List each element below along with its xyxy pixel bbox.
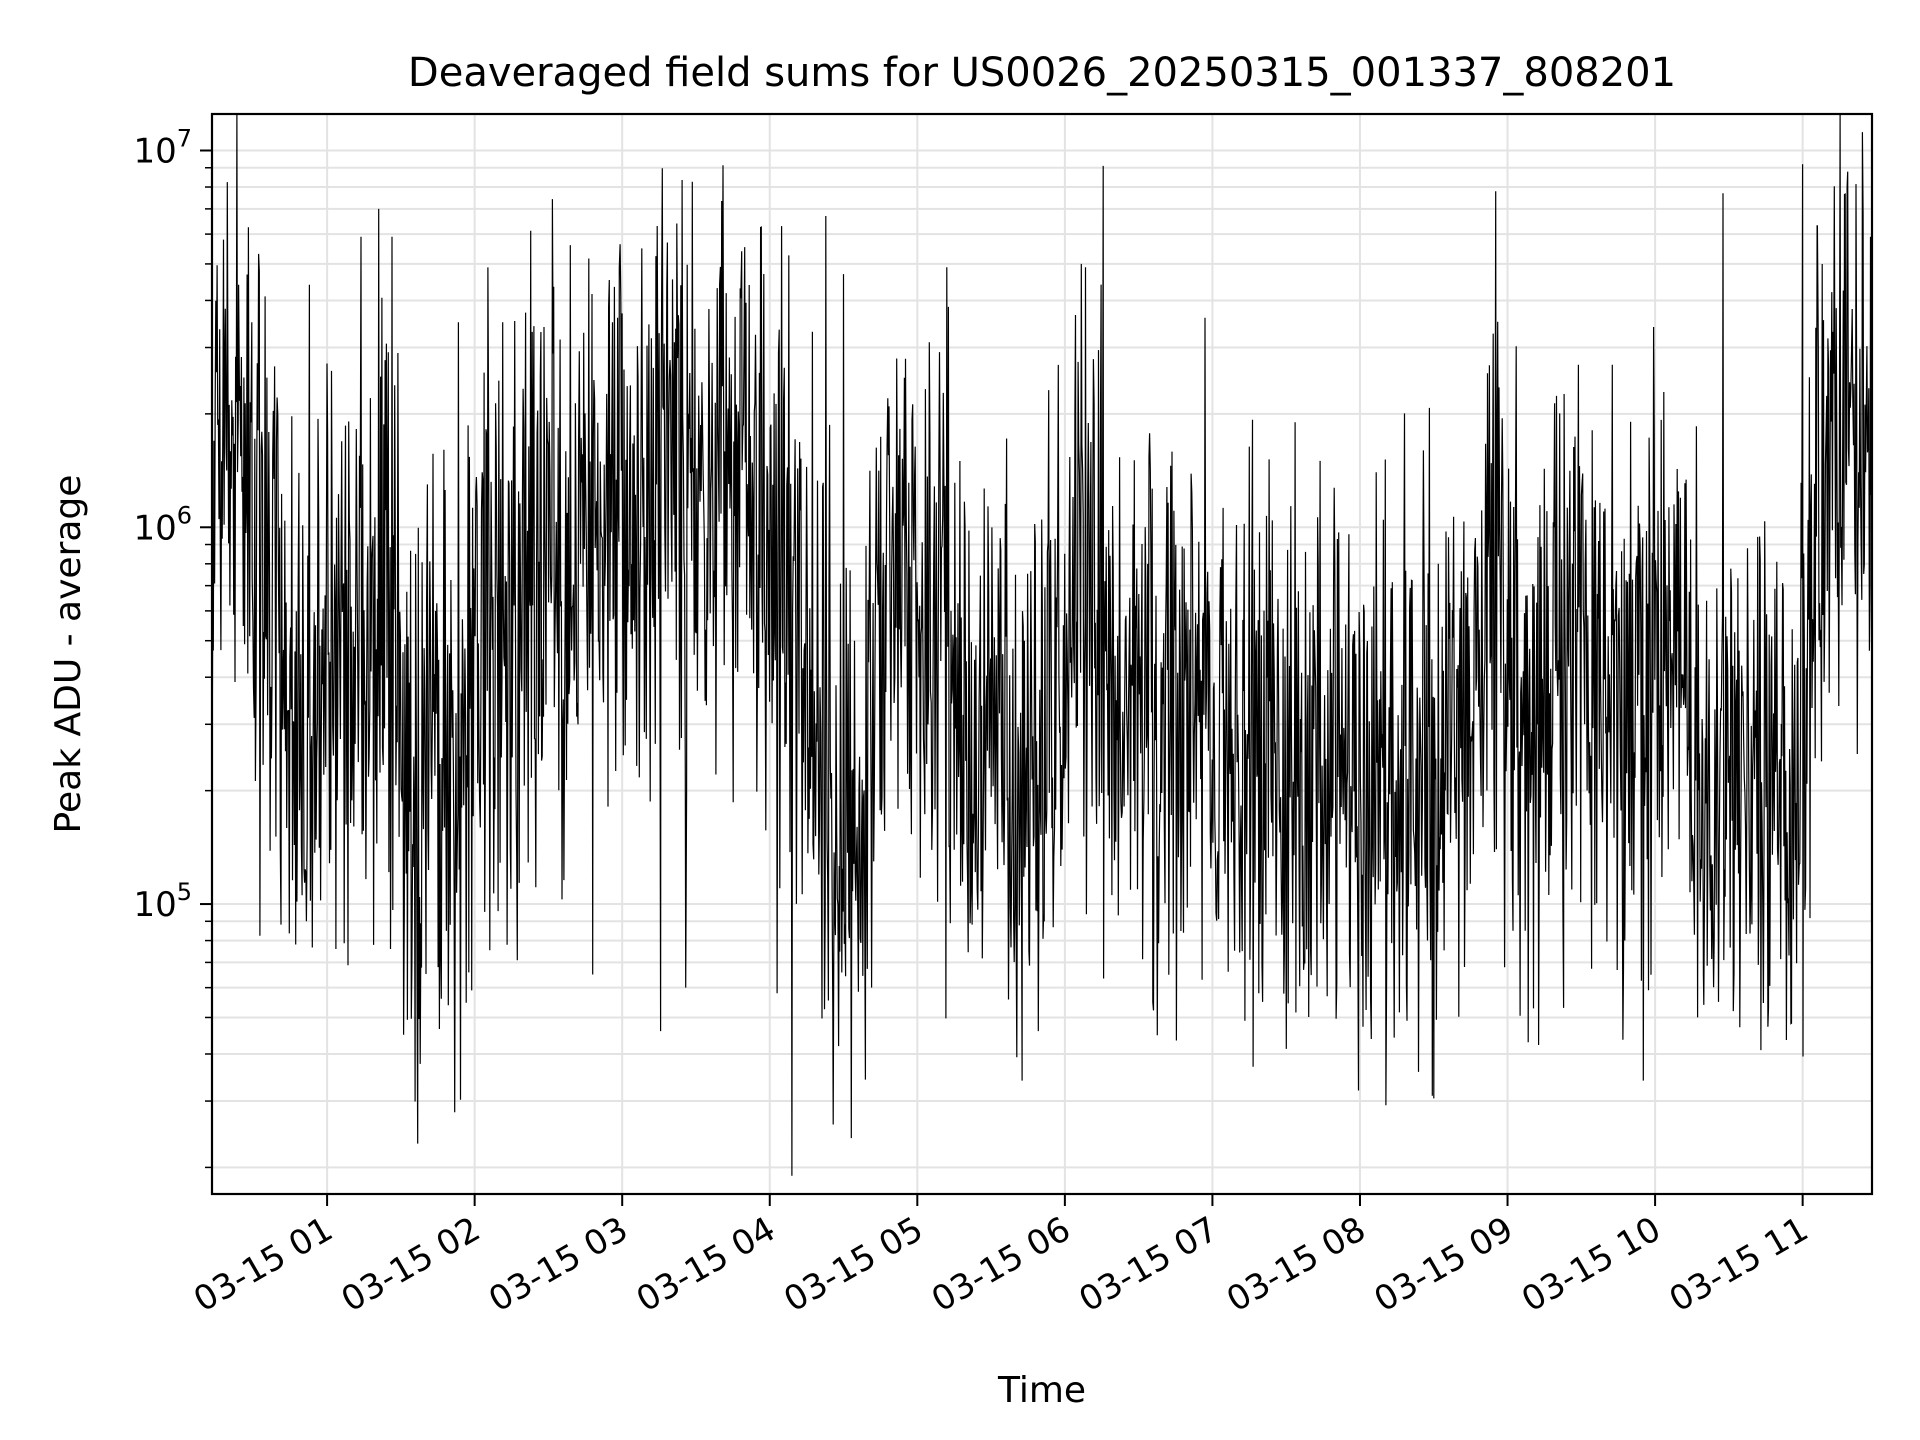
x-tick-label: 03-15 07: [1073, 1209, 1225, 1320]
x-tick-label: 03-15 04: [630, 1209, 782, 1320]
x-tick-label: 03-15 11: [1663, 1209, 1815, 1320]
y-axis: 105 106 107: [133, 125, 212, 1169]
x-tick-label: 03-15 08: [1220, 1209, 1372, 1320]
chart-title: Deaveraged field sums for US0026_2025031…: [408, 50, 1676, 96]
x-tick-label: 03-15 06: [925, 1209, 1077, 1320]
x-tick-label: 03-15 03: [482, 1209, 634, 1320]
y-tick-label: 105: [133, 878, 192, 925]
x-tick-label: 03-15 01: [187, 1209, 339, 1320]
series-line-peak-adu: [212, 114, 1872, 1176]
plot-frame: [210, 112, 1874, 1196]
x-tick-label: 03-15 10: [1515, 1209, 1667, 1320]
x-axis-label: Time: [997, 1370, 1086, 1411]
x-tick-label: 03-15 02: [335, 1209, 487, 1320]
y-tick-label: 106: [133, 501, 192, 548]
y-axis-label: Peak ADU - average: [48, 475, 89, 834]
x-tick-label: 03-15 05: [777, 1209, 929, 1320]
y-tick-label: 107: [133, 125, 192, 172]
x-tick-label: 03-15 09: [1368, 1209, 1520, 1320]
